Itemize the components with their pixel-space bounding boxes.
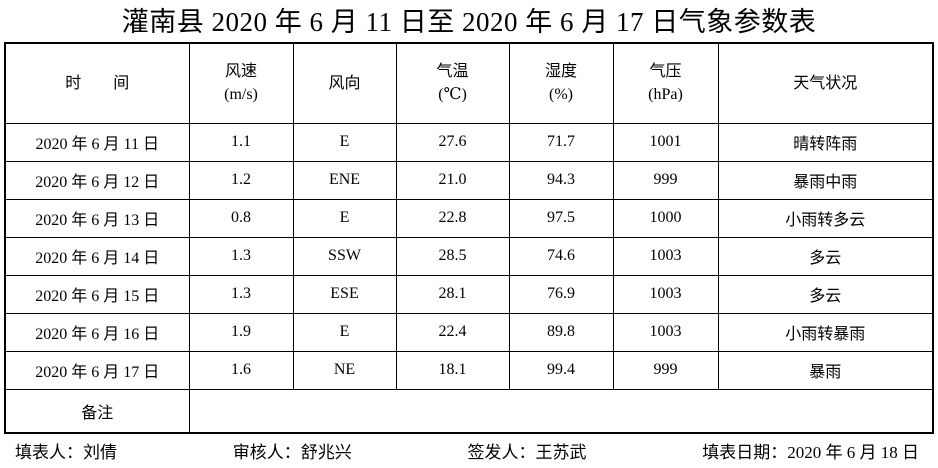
weather-cell: 多云 xyxy=(717,274,934,314)
table-row: 2020 年 6 月 14 日 1.3 SSW 28.5 74.6 1003 多… xyxy=(4,236,934,276)
page-title: 灌南县 2020 年 6 月 11 日至 2020 年 6 月 17 日气象参数… xyxy=(121,7,817,37)
issued-by-label: 签发人：王苏武 xyxy=(467,443,587,462)
filled-by-label: 填表人：刘倩 xyxy=(15,443,117,462)
weather-cell: 多云 xyxy=(717,236,934,276)
pressure-cell: 999 xyxy=(612,350,719,390)
table-row: 2020 年 6 月 15 日 1.3 ESE 28.1 76.9 1003 多… xyxy=(4,274,934,314)
date-cell: 2020 年 6 月 12 日 xyxy=(4,160,190,200)
col-header-temperature: 气温 (℃) xyxy=(395,42,510,124)
pressure-cell: 999 xyxy=(612,160,719,200)
col-header-pressure: 气压 (hPa) xyxy=(612,42,719,124)
pressure-cell: 1003 xyxy=(612,236,719,276)
wind-speed-cell: 1.2 xyxy=(188,160,294,200)
header-row: 时 间 风速 (m/s) 风向 气温 (℃) 湿度 (%) xyxy=(4,42,934,124)
col-header-temperature-label: 气温 xyxy=(436,63,469,81)
fill-date-label: 填表日期：2020 年 6 月 18 日 xyxy=(702,443,919,462)
signature-row: 填表人：刘倩 审核人：舒兆兴 签发人：王苏武 填表日期：2020 年 6 月 1… xyxy=(5,441,933,465)
weather-cell: 暴雨中雨 xyxy=(717,160,934,200)
remark-value-cell xyxy=(188,388,934,434)
date-cell: 2020 年 6 月 15 日 xyxy=(4,274,190,314)
temperature-cell: 28.1 xyxy=(395,274,510,314)
remark-label-cell: 备注 xyxy=(4,388,190,434)
col-header-wind-speed-label: 风速 xyxy=(224,63,257,81)
col-header-wind-direction: 风向 xyxy=(292,42,397,124)
table-row: 2020 年 6 月 16 日 1.9 E 22.4 89.8 1003 小雨转… xyxy=(4,312,934,352)
col-header-wind-speed-unit: (m/s) xyxy=(224,86,258,104)
humidity-cell: 97.5 xyxy=(508,198,614,238)
humidity-cell: 71.7 xyxy=(508,122,614,162)
date-cell: 2020 年 6 月 16 日 xyxy=(4,312,190,352)
pressure-cell: 1001 xyxy=(612,122,719,162)
humidity-cell: 89.8 xyxy=(508,312,614,352)
col-header-humidity: 湿度 (%) xyxy=(508,42,614,124)
temperature-cell: 21.0 xyxy=(395,160,510,200)
col-header-time: 时 间 xyxy=(4,42,190,124)
date-cell: 2020 年 6 月 14 日 xyxy=(4,236,190,276)
temperature-cell: 22.4 xyxy=(395,312,510,352)
wind-speed-cell: 1.6 xyxy=(188,350,294,390)
col-header-humidity-label: 湿度 xyxy=(544,63,577,81)
humidity-cell: 76.9 xyxy=(508,274,614,314)
reviewed-by-label: 审核人：舒兆兴 xyxy=(232,443,352,462)
wind-speed-cell: 1.3 xyxy=(188,236,294,276)
col-header-time-label: 时 间 xyxy=(65,74,130,92)
humidity-cell: 94.3 xyxy=(508,160,614,200)
wind-speed-cell: 1.9 xyxy=(188,312,294,352)
col-header-weather: 天气状况 xyxy=(717,42,934,124)
temperature-cell: 27.6 xyxy=(395,122,510,162)
table-row: 2020 年 6 月 13 日 0.8 E 22.8 97.5 1000 小雨转… xyxy=(4,198,934,238)
col-header-temperature-unit: (℃) xyxy=(438,86,467,104)
col-header-pressure-label: 气压 xyxy=(649,63,682,81)
weather-cell: 暴雨 xyxy=(717,350,934,390)
table-row: 2020 年 6 月 12 日 1.2 ENE 21.0 94.3 999 暴雨… xyxy=(4,160,934,200)
col-header-wind-direction-label: 风向 xyxy=(328,74,361,92)
col-header-humidity-unit: (%) xyxy=(549,86,573,104)
humidity-cell: 99.4 xyxy=(508,350,614,390)
wind-speed-cell: 1.1 xyxy=(188,122,294,162)
wind-direction-cell: E xyxy=(292,312,397,352)
weather-cell: 晴转阵雨 xyxy=(717,122,934,162)
wind-speed-cell: 1.3 xyxy=(188,274,294,314)
remark-row: 备注 xyxy=(4,388,934,434)
wind-speed-cell: 0.8 xyxy=(188,198,294,238)
pressure-cell: 1003 xyxy=(612,312,719,352)
date-cell: 2020 年 6 月 17 日 xyxy=(4,350,190,390)
wind-direction-cell: E xyxy=(292,198,397,238)
wind-direction-cell: NE xyxy=(292,350,397,390)
wind-direction-cell: ENE xyxy=(292,160,397,200)
table-row: 2020 年 6 月 11 日 1.1 E 27.6 71.7 1001 晴转阵… xyxy=(4,122,934,162)
temperature-cell: 18.1 xyxy=(395,350,510,390)
date-cell: 2020 年 6 月 11 日 xyxy=(4,122,190,162)
temperature-cell: 22.8 xyxy=(395,198,510,238)
wind-direction-cell: E xyxy=(292,122,397,162)
col-header-weather-label: 天气状况 xyxy=(793,74,858,92)
weather-table: 时 间 风速 (m/s) 风向 气温 (℃) 湿度 (%) xyxy=(4,42,934,434)
temperature-cell: 28.5 xyxy=(395,236,510,276)
wind-direction-cell: SSW xyxy=(292,236,397,276)
humidity-cell: 74.6 xyxy=(508,236,614,276)
col-header-wind-speed: 风速 (m/s) xyxy=(188,42,294,124)
wind-direction-cell: ESE xyxy=(292,274,397,314)
date-cell: 2020 年 6 月 13 日 xyxy=(4,198,190,238)
weather-cell: 小雨转多云 xyxy=(717,198,934,238)
pressure-cell: 1000 xyxy=(612,198,719,238)
table-row: 2020 年 6 月 17 日 1.6 NE 18.1 99.4 999 暴雨 xyxy=(4,350,934,390)
weather-cell: 小雨转暴雨 xyxy=(717,312,934,352)
pressure-cell: 1003 xyxy=(612,274,719,314)
col-header-pressure-unit: (hPa) xyxy=(648,86,683,104)
